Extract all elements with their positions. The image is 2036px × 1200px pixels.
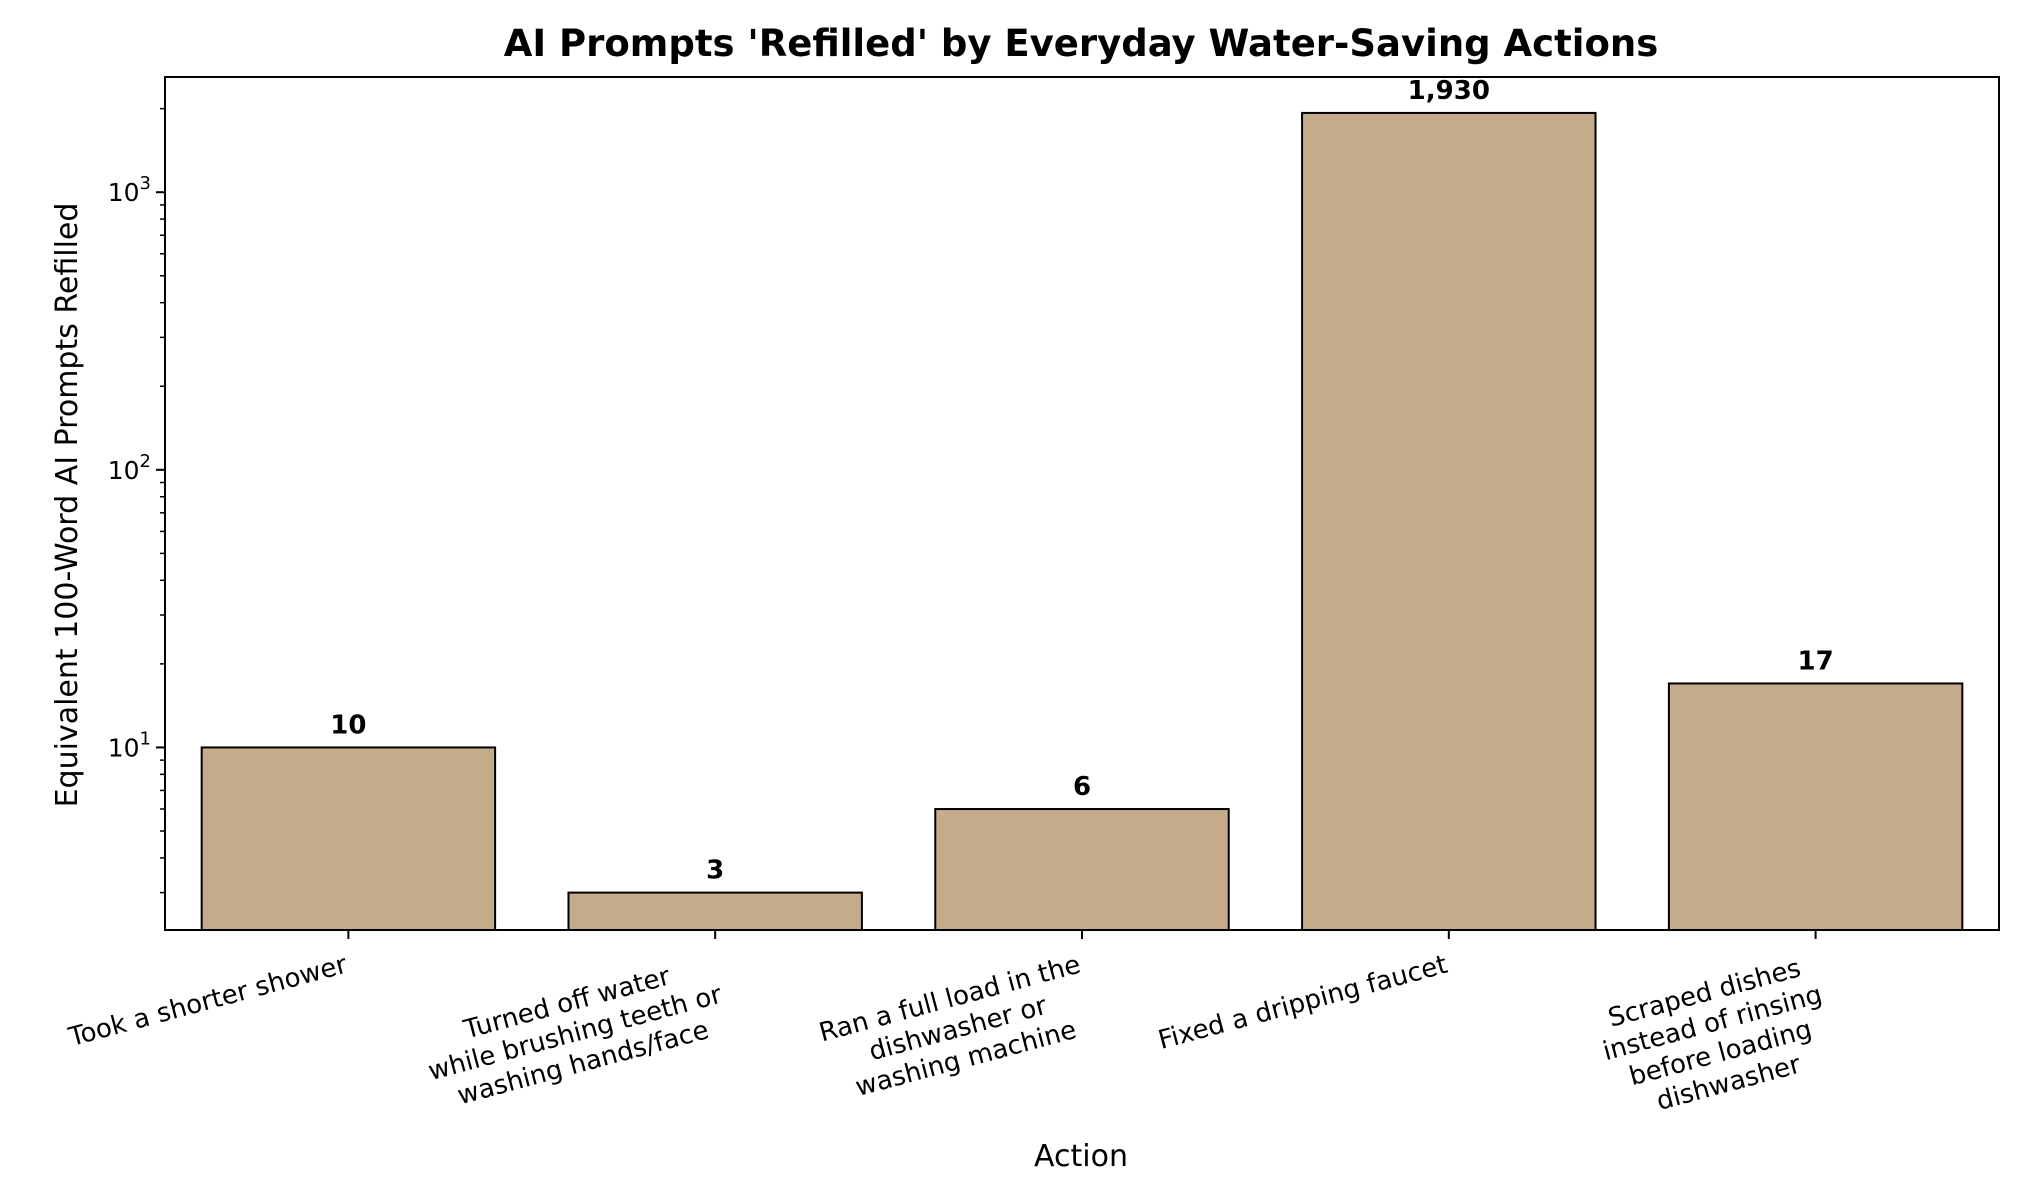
plot-area-frame: [164, 76, 2000, 931]
y-tick-label: 102: [108, 451, 151, 485]
bar-value-label: 3: [706, 856, 724, 886]
x-tick-label: Turned off waterwhile brushing teeth orw…: [417, 950, 733, 1117]
bar-value-label: 10: [330, 710, 366, 740]
bars: 10 3 6 1,930 17: [200, 76, 1964, 932]
y-tick-label: 103: [108, 173, 151, 207]
x-tick-label: Took a shorter shower: [65, 950, 351, 1053]
bar: [1667, 682, 1964, 932]
bar-value-label: 1,930: [1408, 76, 1490, 106]
y-ticks: 101 102 103: [108, 107, 165, 894]
x-ticks: Took a shorter shower Turned off waterwhi…: [65, 930, 1842, 1127]
bar: [1301, 111, 1597, 932]
y-tick-label: 101: [108, 728, 151, 762]
bar: [200, 746, 497, 932]
x-tick-label: Ran a full load in thedishwasher orwashi…: [816, 950, 1100, 1109]
x-tick-label: Scraped dishesinstead of rinsingbefore l…: [1592, 950, 1842, 1127]
bar-value-label: 17: [1798, 646, 1834, 676]
bar: [567, 891, 863, 931]
x-axis-label: Action: [1034, 1139, 1128, 1174]
bar: [934, 808, 1230, 932]
chart-title: AI Prompts 'Refilled' by Everyday Water-…: [504, 22, 1659, 65]
x-tick-label: Fixed a dripping faucet: [1155, 950, 1450, 1056]
y-axis-label: Equivalent 100-Word AI Prompts Refilled: [50, 203, 85, 808]
bar-value-label: 6: [1073, 772, 1091, 802]
